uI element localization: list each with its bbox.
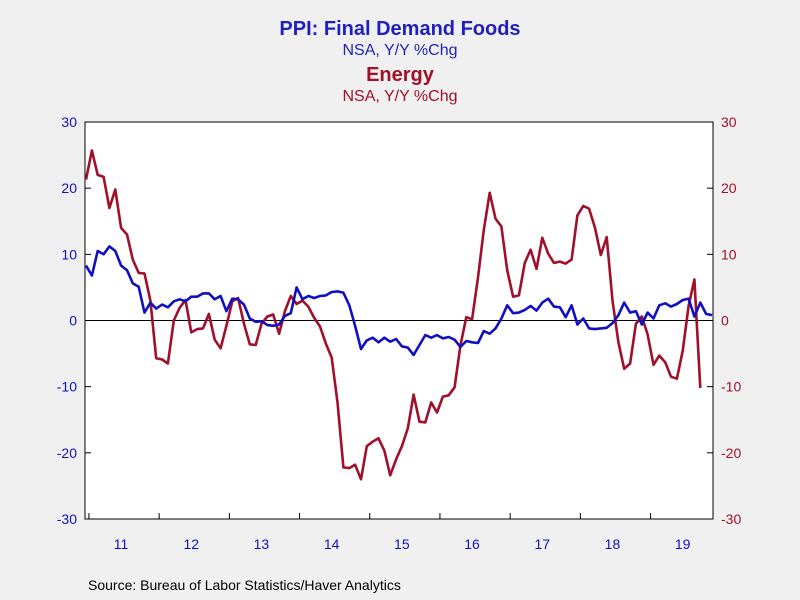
left-tick-label: 30 xyxy=(61,114,77,130)
left-title: PPI: Final Demand Foods xyxy=(279,18,521,40)
left-tick-label: -30 xyxy=(57,511,77,527)
x-tick-label: 13 xyxy=(254,536,270,552)
right-tick-label: 30 xyxy=(721,114,737,130)
x-tick-label: 15 xyxy=(394,536,410,552)
x-axis: 11 12 13 14 15 16 17 18 19 xyxy=(88,513,714,552)
right-tick-label: 0 xyxy=(721,313,729,329)
x-tick-label: 19 xyxy=(675,536,691,552)
x-tick-label: 12 xyxy=(183,536,199,552)
left-subtitle: NSA, Y/Y %Chg xyxy=(342,42,458,59)
right-tick-label: -30 xyxy=(721,511,741,527)
right-tick-label: -20 xyxy=(721,445,741,461)
right-title: Energy xyxy=(366,64,434,86)
right-tick-label: 10 xyxy=(721,246,737,262)
x-tick-label: 14 xyxy=(324,536,340,552)
left-tick-label: 10 xyxy=(61,246,77,262)
left-tick-label: 20 xyxy=(61,180,77,196)
x-tick-label: 17 xyxy=(534,536,550,552)
energy-series-line xyxy=(84,149,702,481)
x-tick-label: 16 xyxy=(464,536,480,552)
left-axis: 30 20 10 0 -10 -20 -30 xyxy=(57,114,91,527)
left-tick-label: 0 xyxy=(69,313,77,329)
right-tick-label: -10 xyxy=(721,379,741,395)
series-group xyxy=(84,149,713,481)
x-tick-label: 18 xyxy=(605,536,621,552)
right-axis: 30 20 10 0 -10 -20 -30 xyxy=(707,114,741,527)
right-subtitle: NSA, Y/Y %Chg xyxy=(342,88,458,105)
x-tick-label: 11 xyxy=(114,536,129,552)
right-tick-label: 20 xyxy=(721,180,737,196)
foods-series-line xyxy=(84,245,713,357)
left-tick-label: -20 xyxy=(57,445,77,461)
left-tick-label: -10 xyxy=(57,379,77,395)
source-note: Source: Bureau of Labor Statistics/Haver… xyxy=(88,577,401,593)
